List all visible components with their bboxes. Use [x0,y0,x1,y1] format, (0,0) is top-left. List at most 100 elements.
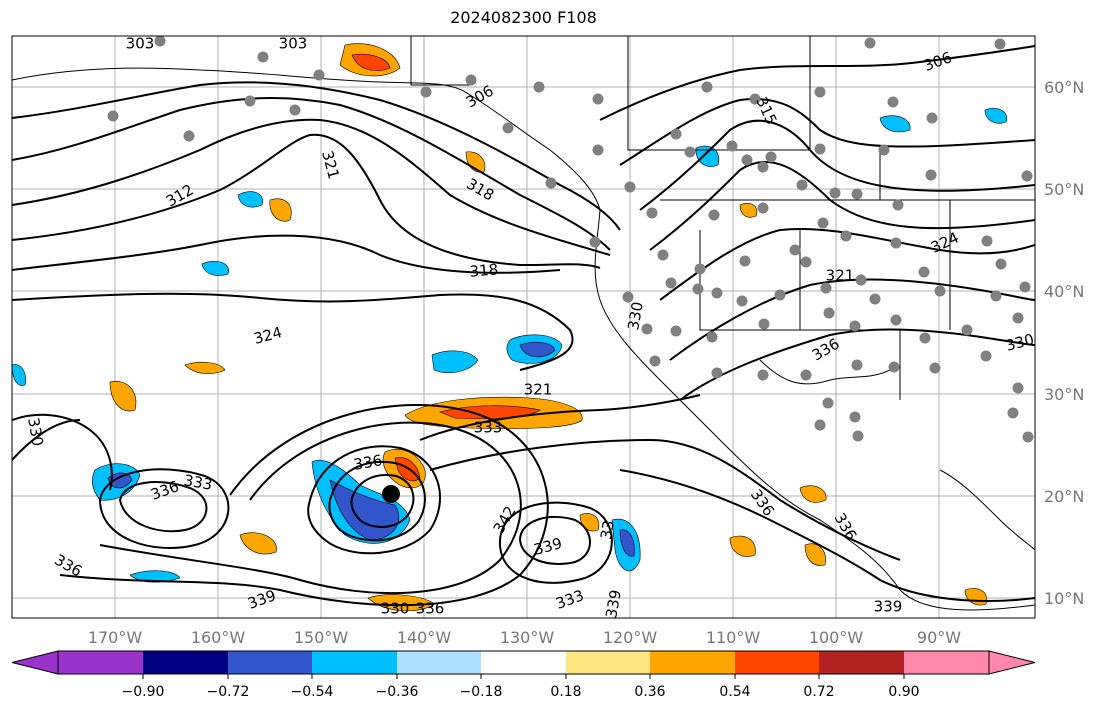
contour-label: 339 [874,598,903,616]
station-dot [726,140,738,152]
station-dot [849,320,861,332]
latitude-label: 30°N [1044,385,1084,404]
station-dot [741,154,753,166]
station-dot [994,38,1006,50]
station-dot [749,93,761,105]
station-dot [465,74,477,86]
contour-label: 330 [624,300,647,331]
shaded-anomaly-field [12,43,1008,612]
colorbar-segment [481,651,566,674]
station-dot [545,177,557,189]
colorbar-upper-extend [988,650,1036,675]
station-dot [934,285,946,297]
colorbar-segment [143,651,228,674]
colorbar-lower-extend [11,650,59,675]
station-dot [1022,431,1034,443]
station-dot [855,274,867,286]
longitude-label: 160°W [191,628,246,647]
station-dot [589,236,601,248]
station-dot [592,144,604,156]
station-dot [851,188,863,200]
station-dot [926,112,938,124]
station-dot [829,187,841,199]
longitude-labels: 170°W 160°W 150°W 140°W 130°W 120°W 110°W 100°W… [88,628,961,647]
station-dot [257,51,269,63]
station-dot [708,209,720,221]
station-dot [641,323,653,335]
station-dot [925,169,937,181]
height-contours [12,45,1035,607]
station-dot [1019,281,1031,293]
longitude-label: 170°W [88,628,143,647]
station-dot [919,332,931,344]
station-dot [929,362,941,374]
colorbar-tick-label: 0.72 [803,684,834,700]
cyclone-center-marker [382,485,400,503]
colorbar-segment [228,651,312,674]
station-dot [849,411,861,423]
station-dot [823,307,835,319]
station-dot [995,258,1007,270]
contour-label: 336 [352,451,383,474]
station-dot [820,282,832,294]
contour-label: 333 [474,419,503,437]
colorbar-tick-label: −0.54 [291,684,334,700]
colorbar-tick-label: 0.54 [719,684,750,700]
station-dot [981,235,993,247]
station-dot [502,122,514,134]
station-dot [154,36,166,47]
contour-label: 339 [602,588,625,619]
station-dot [706,331,718,343]
station-dot [887,96,899,108]
station-dot [684,146,696,158]
station-dot [757,202,769,214]
station-dot [624,181,636,193]
station-dot [313,69,325,81]
station-dot [244,95,256,107]
latitude-label: 10°N [1044,589,1084,608]
station-dot [1007,407,1019,419]
colorbar-segment [312,651,397,674]
station-dot [739,255,751,267]
colorbar-segment [819,651,904,674]
station-dot [990,290,1002,302]
station-dot [800,369,812,381]
station-dot [665,277,677,289]
latitude-labels: 60°N 50°N 40°N 30°N 20°N 10°N [1044,78,1084,608]
contour-label: 336 [416,600,445,618]
station-dot [840,230,852,242]
station-markers [107,36,1034,443]
station-dot [533,81,545,93]
station-dot [107,110,119,122]
colorbar [11,650,1036,675]
station-dot [757,369,769,381]
colorbar-segment [397,651,481,674]
station-dot [918,266,930,278]
station-dot [892,199,904,211]
colorbar-ticks: −0.90 −0.72 −0.54 −0.36 −0.18 0.18 0.36 0.54 0.7… [122,674,920,700]
station-dot [757,161,769,173]
contour-label: 303 [126,35,155,53]
contour-label: 330 [24,416,47,447]
station-dot [869,293,881,305]
colorbar-frame [57,650,990,675]
longitude-label: 100°W [809,628,864,647]
station-dot [814,419,826,431]
station-dot [701,81,713,93]
contour-label: 330 [381,600,410,618]
station-dot [657,249,669,261]
station-dot [736,295,748,307]
station-dot [711,287,723,299]
colorbar-tick-label: 0.18 [550,684,581,700]
longitude-label: 110°W [706,628,761,647]
colorbar-tick-label: −0.90 [122,684,165,700]
station-dot [814,86,826,98]
latitude-label: 20°N [1044,487,1084,506]
colorbar-segment [735,651,819,674]
longitude-label: 130°W [500,628,555,647]
station-dot [1012,382,1024,394]
map-title: 2024082300 F108 [450,8,597,27]
colorbar-segment [650,651,735,674]
station-dot [694,263,706,275]
